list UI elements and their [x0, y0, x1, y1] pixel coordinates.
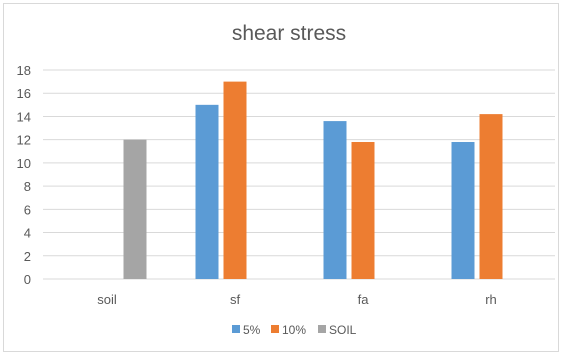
x-axis-ticks: soil sf fa rh: [97, 292, 497, 307]
legend-swatch: [271, 325, 279, 333]
legend-swatch: [232, 325, 240, 333]
y-tick-label: 2: [24, 249, 31, 264]
bars: [123, 81, 503, 279]
x-tick-label: fa: [358, 292, 370, 307]
bar-fa-5%: [323, 121, 347, 279]
bar-fa-10%: [351, 141, 375, 279]
y-tick-label: 4: [24, 226, 31, 241]
y-tick-label: 12: [17, 133, 31, 148]
bar-sf-10%: [223, 81, 247, 279]
bar-sf-5%: [195, 104, 219, 279]
y-tick-label: 18: [17, 63, 31, 78]
legend: 5% 10% SOIL: [232, 323, 357, 337]
bar-rh-10%: [479, 114, 503, 279]
y-tick-label: 10: [17, 156, 31, 171]
legend-label: 10%: [282, 323, 306, 337]
y-axis-ticks: 0 2 4 6 8 10 12 14 16 18: [17, 63, 31, 287]
chart-title: shear stress: [231, 22, 347, 45]
gridlines: [43, 69, 555, 280]
x-tick-label: sf: [230, 292, 241, 307]
bar-rh-5%: [451, 141, 475, 279]
y-tick-label: 0: [24, 272, 31, 287]
y-tick-label: 8: [24, 179, 31, 194]
y-tick-label: 6: [24, 202, 31, 217]
legend-swatch: [318, 325, 326, 333]
y-tick-label: 16: [17, 86, 31, 101]
x-tick-label: soil: [97, 292, 117, 307]
bar-soil-SOIL: [123, 139, 147, 279]
legend-label: 5%: [243, 323, 261, 337]
y-tick-label: 14: [17, 109, 31, 124]
legend-label: SOIL: [329, 323, 357, 337]
x-tick-label: rh: [485, 292, 497, 307]
